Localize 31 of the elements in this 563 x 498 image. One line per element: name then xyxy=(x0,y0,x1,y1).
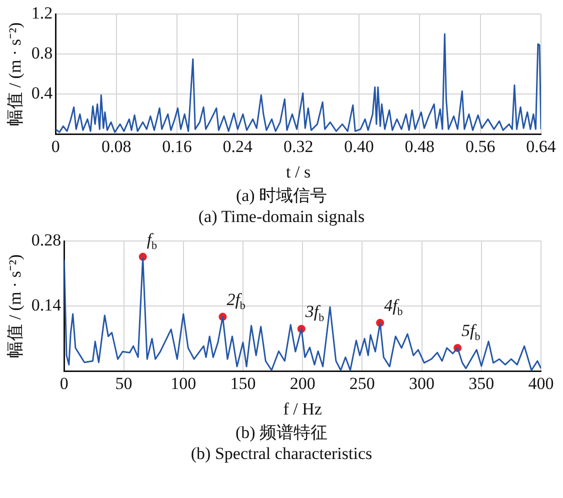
text: (b) Spectral characteristics xyxy=(190,443,374,464)
x-tick-label: 50 xyxy=(115,374,132,393)
y-tick-label: 0.8 xyxy=(31,44,53,63)
x-axis-title: f / Hz xyxy=(283,399,322,418)
x-tick-label: 0.56 xyxy=(465,136,496,156)
x-tick-label: 150 xyxy=(230,374,256,393)
x-tick-label: 0.08 xyxy=(101,136,132,156)
y-axis-title: 幅值 / (m · s⁻²) xyxy=(6,22,25,126)
x-tick-label: 0 xyxy=(51,136,60,156)
x-axis-title: t / s xyxy=(286,162,311,182)
text: (b) 频谱特征 xyxy=(234,422,329,443)
x-tick-label: 0 xyxy=(60,374,68,393)
y-tick-label: 0.28 xyxy=(31,230,62,250)
text: (a) Time-domain signals xyxy=(197,206,366,227)
y-tick-label: 0.4 xyxy=(31,84,54,103)
x-tick-label: 0.32 xyxy=(283,136,314,156)
x-tick-label: 250 xyxy=(349,374,375,393)
x-tick-label: 0.24 xyxy=(222,136,254,156)
x-tick-label: 200 xyxy=(290,374,316,393)
x-tick-label: 300 xyxy=(409,374,435,393)
x-tick-label: 0.48 xyxy=(404,136,435,156)
y-axis-title: 幅值 / (m · s⁻²) xyxy=(6,254,25,358)
x-tick-label: 0.16 xyxy=(162,136,192,156)
x-tick-label: 400 xyxy=(528,374,554,393)
x-tick-label: 0.40 xyxy=(344,136,374,156)
x-tick-label: 350 xyxy=(468,374,494,393)
y-tick-label: 0.14 xyxy=(31,296,62,315)
y-tick-label: 1.2 xyxy=(31,3,53,22)
text: (a) 时域信号 xyxy=(234,185,328,206)
x-tick-label: 100 xyxy=(170,374,196,393)
x-tick-label: 0.64 xyxy=(526,136,556,156)
